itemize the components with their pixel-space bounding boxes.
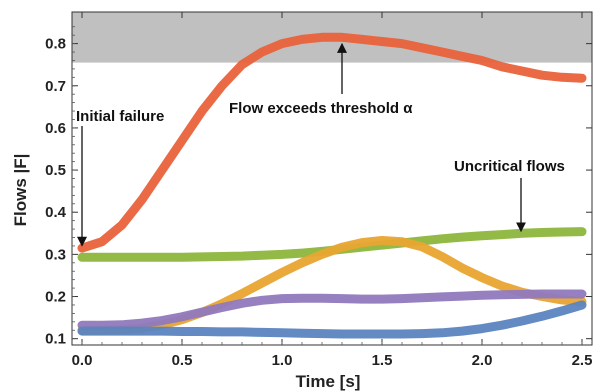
x-tick-label: 0.5	[172, 352, 193, 369]
annotation-threshold: Flow exceeds threshold α	[229, 100, 413, 117]
x-tick-label: 1.0	[272, 352, 293, 369]
y-tick-label: 0.5	[45, 162, 66, 179]
x-tick-label: 2.5	[572, 352, 593, 369]
series-line-5	[77, 300, 587, 339]
y-tick-label: 0.2	[45, 289, 66, 306]
series-line-1	[77, 32, 587, 253]
annotation-uncritical: Uncritical flows	[454, 158, 565, 175]
series-line-4	[77, 289, 587, 330]
y-axis-title: Flows |F|	[11, 154, 30, 227]
y-tick-label: 0.3	[45, 246, 66, 263]
x-tick-label: 1.5	[372, 352, 393, 369]
y-tick-label: 0.1	[45, 331, 66, 348]
x-tick-label: 0.0	[72, 352, 93, 369]
x-tick-label: 2.0	[472, 352, 493, 369]
ticks-layer: 0.0 0.5 1.0 1.5 2.0 2.5 0.1 0.2 0.3 0.4 0.5 0.6 0.7 0…	[45, 12, 592, 369]
series-layer	[77, 32, 587, 339]
y-tick-label: 0.4	[45, 204, 67, 221]
y-tick-label: 0.6	[45, 120, 66, 137]
y-tick-label: 0.7	[45, 78, 66, 95]
annotations: Initial failure Flow exceeds threshold α…	[76, 42, 565, 247]
x-axis-title: Time [s]	[296, 372, 361, 391]
y-tick-label: 0.8	[45, 36, 66, 53]
annotation-initial-failure: Initial failure	[76, 108, 164, 125]
